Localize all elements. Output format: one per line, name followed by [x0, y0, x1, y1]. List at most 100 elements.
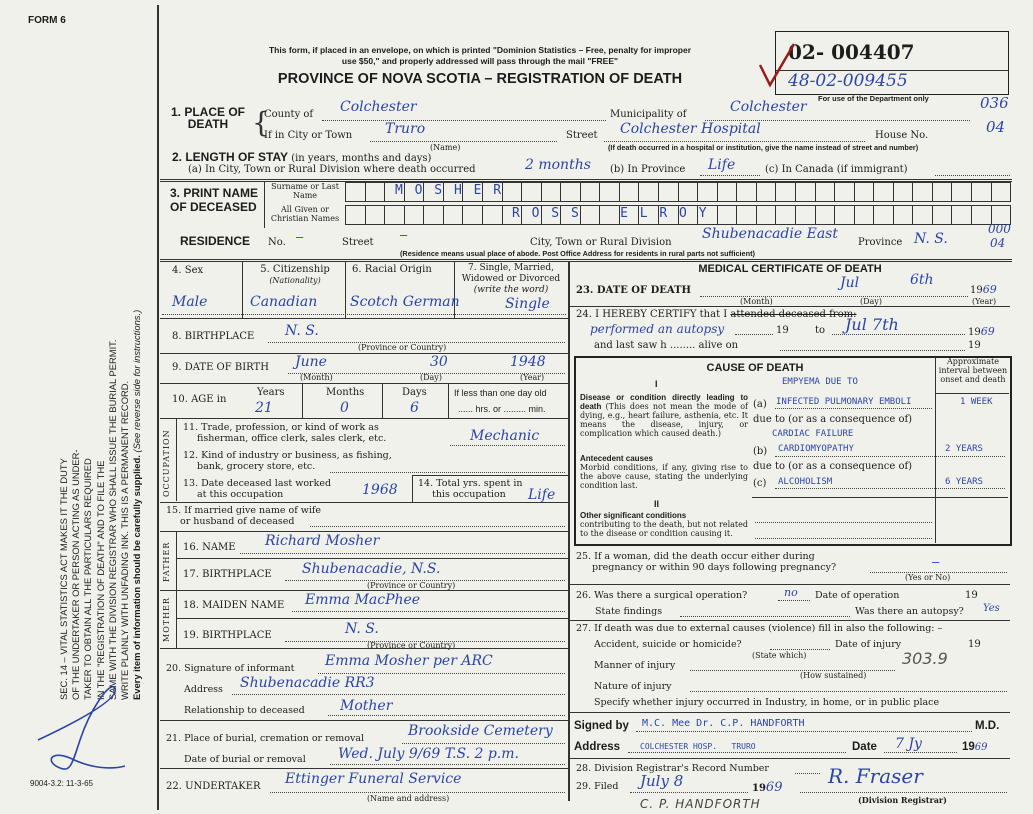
notice-line: IN THE "REGISTRATION OF DEATH" AND TO FI… — [94, 460, 106, 701]
pregnancy-answer[interactable]: — — [932, 555, 940, 569]
sex-value[interactable]: Male — [172, 294, 208, 310]
cause-c-interval[interactable]: 6 YEARS — [945, 477, 983, 487]
surname-boxes[interactable] — [345, 182, 1012, 202]
to-year-value[interactable]: 69 — [980, 325, 995, 338]
name-hint: (Name) — [430, 143, 461, 152]
marital-value[interactable]: Single — [505, 296, 550, 312]
cause-a-value[interactable]: INFECTED PULMONARY EMBOLI — [776, 397, 912, 407]
father-birthplace-value[interactable]: Shubenacadie, N.S. — [302, 561, 441, 577]
relationship-value[interactable]: Mother — [340, 698, 393, 714]
residence-street-value[interactable]: — — [400, 228, 408, 242]
province-hint: (Province or Country) — [367, 641, 456, 650]
doctor-address[interactable]: COLCHESTER HOSP. TRURO — [640, 742, 756, 751]
nineteen: 19 — [965, 590, 978, 601]
divider — [176, 618, 568, 619]
undertaker-label: 22. UNDERTAKER — [166, 781, 261, 792]
signed-by-label: Signed by — [574, 720, 629, 732]
age-days[interactable]: 6 — [410, 400, 419, 416]
relationship-label: Relationship to deceased — [184, 705, 305, 716]
father-section-label: FATHER — [162, 541, 171, 582]
operation-date-label: Date of operation — [815, 590, 900, 601]
dob-day[interactable]: 30 — [430, 354, 448, 370]
informant-signature[interactable]: Emma Mosher per ARC — [325, 653, 493, 669]
entry-line — [775, 408, 932, 409]
dob-year[interactable]: 1948 — [510, 354, 546, 370]
signature-year-value[interactable]: 69 — [974, 742, 988, 753]
month-hint: (Month) — [740, 297, 773, 306]
cause-line-above-b[interactable]: CARDIAC FAILURE — [772, 429, 854, 439]
entry-line — [832, 334, 965, 335]
given-names-value[interactable]: R O S S E L R O Y — [512, 206, 709, 221]
scribble-signature — [37, 685, 126, 770]
dod-year-value[interactable]: 69 — [982, 283, 997, 296]
cause-line-above-a[interactable]: EMPYEMA DUE TO — [782, 377, 858, 387]
divider — [160, 353, 568, 354]
dob-month[interactable]: June — [295, 354, 327, 370]
direct-cause-text: (This does not mean the mode of dying, e… — [580, 402, 749, 438]
stay-b-line — [700, 175, 760, 176]
last-worked-value[interactable]: 1968 — [362, 482, 398, 498]
length-of-stay-heading: 2. LENGTH OF STAY (in years, months and … — [172, 150, 431, 164]
filed-year: 1969 — [752, 781, 782, 795]
total-years-value[interactable]: Life — [528, 487, 556, 503]
racial-origin-value[interactable]: Scotch German — [350, 294, 460, 310]
municipality-value[interactable]: Colchester — [730, 99, 807, 115]
given-names-boxes[interactable] — [345, 205, 1012, 225]
surname-value[interactable]: M O S H E R — [395, 183, 504, 198]
surgery-answer[interactable]: no — [784, 586, 798, 599]
signature-date[interactable]: 7 Jy — [895, 736, 922, 752]
how-sustained-hint: (How sustained) — [800, 671, 867, 680]
mother-maiden-value[interactable]: Emma MacPhee — [305, 592, 421, 608]
divider — [935, 357, 936, 543]
cause-b-interval[interactable]: 2 YEARS — [945, 444, 983, 454]
citizenship-value[interactable]: Canadian — [250, 294, 318, 310]
cause-c-value[interactable]: ALCOHOLISM — [778, 477, 833, 487]
residence-province-value[interactable]: N. S. — [914, 231, 948, 247]
due-to-label: due to (or as a consequence of) — [753, 414, 913, 425]
street-line — [604, 141, 865, 142]
dod-day[interactable]: 6th — [910, 272, 934, 288]
cause-b-value[interactable]: CARDIOMYOPATHY — [778, 444, 854, 454]
to-date[interactable]: Jul 7th — [845, 315, 899, 334]
other-conditions-text: contributing to the death, but not relat… — [580, 520, 748, 538]
father-name-label: 16. NAME — [183, 542, 236, 553]
age-years[interactable]: 21 — [255, 400, 273, 416]
burial-date[interactable]: Wed. July 9/69 T.S. 2 p.m. — [338, 746, 519, 762]
dod-month[interactable]: Jul — [840, 275, 860, 291]
autopsy-answer[interactable]: Yes — [983, 603, 1000, 614]
dept-only-label: For use of the Department only — [818, 94, 929, 103]
mother-birthplace-value[interactable]: N. S. — [345, 621, 379, 637]
registrar-signature[interactable]: R. Fraser — [828, 764, 923, 788]
divider — [345, 261, 346, 318]
undertaker-value[interactable]: Ettinger Funeral Service — [285, 771, 462, 787]
cause-a-interval[interactable]: 1 WEEK — [960, 397, 993, 407]
signed-by-value[interactable]: M.C. Mee Dr. C.P. HANDFORTH — [642, 718, 805, 729]
birthplace-value[interactable]: N. S. — [285, 323, 319, 339]
last-worked-label-line: 13. Date deceased last worked — [183, 478, 332, 489]
age-months[interactable]: 0 — [340, 400, 349, 416]
filed-label: 29. Filed — [576, 781, 619, 792]
informant-address[interactable]: Shubenacadie RR3 — [240, 675, 375, 691]
stay-b-value[interactable]: Life — [708, 157, 736, 173]
divider — [160, 531, 568, 532]
manner-label: Manner of injury — [594, 660, 676, 671]
stay-a-value[interactable]: 2 months — [525, 157, 591, 173]
divider — [454, 261, 455, 318]
father-name-value[interactable]: Richard Mosher — [265, 533, 380, 549]
certify-from-value[interactable]: performed an autopsy — [590, 322, 725, 336]
burial-place[interactable]: Brookside Cemetery — [408, 723, 553, 739]
filed-date[interactable]: July 8 — [640, 772, 684, 790]
city-value[interactable]: Truro — [385, 121, 426, 137]
county-line — [322, 120, 606, 121]
citizenship-hint: (Nationality) — [269, 276, 321, 285]
certify-label-text: 24. I HEREBY CERTIFY that I — [576, 309, 728, 320]
racial-origin-label: 6. Racial Origin — [352, 264, 432, 275]
statutory-notice: SEC. 14 – VITAL STATISTICS ACT MAKES IT … — [58, 310, 143, 700]
street-value[interactable]: Colchester Hospital — [620, 121, 761, 137]
trade-value[interactable]: Mechanic — [470, 428, 540, 444]
residence-city-value[interactable]: Shubenacadie East — [702, 226, 838, 242]
county-value[interactable]: Colchester — [340, 99, 417, 115]
filed-year-value[interactable]: 69 — [765, 780, 783, 795]
residence-no-value[interactable]: — — [296, 230, 304, 244]
